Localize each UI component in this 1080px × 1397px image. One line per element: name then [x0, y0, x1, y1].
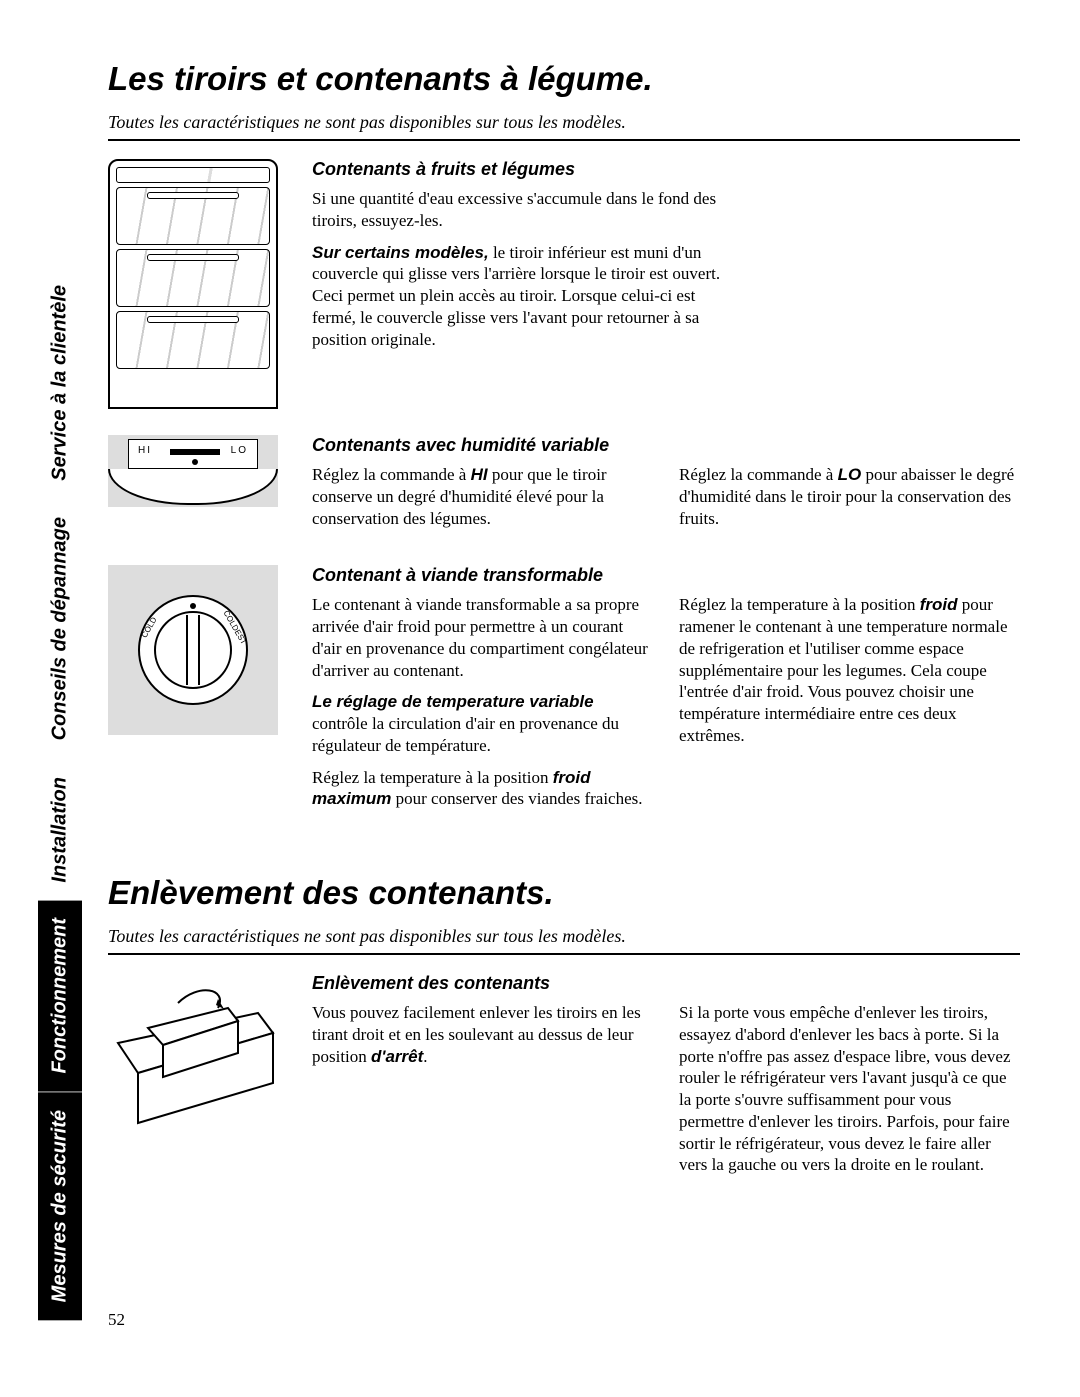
- text: Réglez la commande à: [312, 465, 471, 484]
- section-d-p1: Vous pouvez facilement enlever les tiroi…: [312, 1002, 653, 1067]
- page-content: Les tiroirs et contenants à légume. Tout…: [108, 60, 1020, 1212]
- section-c-p2: Le réglage de temperature variable contr…: [312, 691, 653, 756]
- illustration-dial: COLD COLDEST: [108, 565, 286, 820]
- section-a-lead: Sur certains modèles,: [312, 243, 489, 262]
- text: pour conserver des viandes fraiches.: [391, 789, 642, 808]
- section-c-col2: Réglez la temperature à la position froi…: [679, 594, 1020, 746]
- section-viande: COLD COLDEST Contenant à viande transfor…: [108, 565, 1020, 820]
- section-d-p2: Si la porte vous empêche d'enlever les t…: [679, 1002, 1020, 1176]
- illustration-slider: HI LO: [108, 435, 286, 539]
- illustration-drawer-removal: [108, 973, 286, 1186]
- section-b-title: Contenants avec humidité variable: [312, 435, 1020, 456]
- section-a-p2: Sur certains modèles, le tiroir inférieu…: [312, 242, 722, 351]
- divider: [108, 139, 1020, 141]
- divider: [108, 953, 1020, 955]
- text: pour ramener le contenant à une temperat…: [679, 595, 1008, 745]
- section-a-title: Contenants à fruits et légumes: [312, 159, 722, 180]
- section-c-p1: Le contenant à viande transformable a sa…: [312, 594, 653, 681]
- text: contrôle la circulation d'air en provena…: [312, 714, 619, 755]
- slider-hi-label: HI: [138, 445, 152, 456]
- section-b-col2: Réglez la commande à LO pour abaisser le…: [679, 464, 1020, 529]
- sidebar-tab-fonctionnement[interactable]: Fonctionnement: [38, 900, 82, 1092]
- illustration-fridge: [108, 159, 286, 409]
- lo-bold: LO: [838, 465, 862, 484]
- section-c-p3: Réglez la temperature à la position froi…: [312, 767, 653, 811]
- page-title-1: Les tiroirs et contenants à légume.: [108, 60, 1020, 98]
- text: Réglez la temperature à la position: [312, 768, 553, 787]
- text: .: [423, 1047, 427, 1066]
- sidebar-tab-depannage[interactable]: Conseils de dépannage: [38, 499, 82, 758]
- subtitle-2: Toutes les caractéristiques ne sont pas …: [108, 926, 1020, 947]
- slider-lo-label: LO: [231, 445, 248, 456]
- section-b-col1: Réglez la commande à HI pour que le tiro…: [312, 464, 653, 529]
- page-number: 52: [108, 1310, 125, 1330]
- arret-bold: d'arrêt: [371, 1047, 423, 1066]
- section-fruits-legumes: Contenants à fruits et légumes Si une qu…: [108, 159, 1020, 409]
- section-c-title: Contenant à viande transformable: [312, 565, 1020, 586]
- hi-bold: HI: [471, 465, 488, 484]
- text: Vous pouvez facilement enlever les tiroi…: [312, 1003, 641, 1066]
- text: Réglez la commande à: [679, 465, 838, 484]
- section-a-p1: Si une quantité d'eau excessive s'accumu…: [312, 188, 722, 232]
- text: Réglez la temperature à la position: [679, 595, 920, 614]
- section-humidite: HI LO Contenants avec humidité variable …: [108, 435, 1020, 539]
- sidebar-tab-service[interactable]: Service à la clientèle: [38, 267, 82, 499]
- sidebar-tab-installation[interactable]: Installation: [38, 759, 82, 901]
- section-d-title: Enlèvement des contenants: [312, 973, 1020, 994]
- sidebar-nav: Mesures de sécurité Fonctionnement Insta…: [38, 60, 82, 1320]
- page-title-2: Enlèvement des contenants.: [108, 874, 1020, 912]
- froid-bold: froid: [920, 595, 958, 614]
- sidebar-tab-securite[interactable]: Mesures de sécurité: [38, 1092, 82, 1320]
- subtitle-1: Toutes les caractéristiques ne sont pas …: [108, 112, 1020, 133]
- section-enlevement: Enlèvement des contenants Vous pouvez fa…: [108, 973, 1020, 1186]
- lead-bold: Le réglage de temperature variable: [312, 692, 594, 711]
